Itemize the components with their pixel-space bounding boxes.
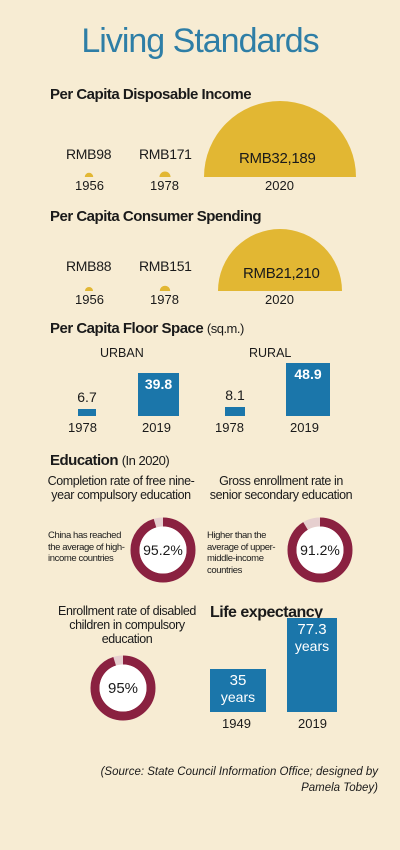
- completion-caption: Completion rate of free nine-year compul…: [47, 474, 195, 502]
- life-year-2019: 2019: [298, 716, 327, 731]
- income-year-1978: 1978: [150, 178, 179, 193]
- completion-note: China has reached the average of high-in…: [48, 530, 125, 564]
- spending-year-2020: 2020: [265, 292, 294, 307]
- floor-unit: (sq.m.): [206, 321, 244, 336]
- disabled-donut: 95%: [90, 655, 156, 721]
- gross-donut: 91.2%: [287, 517, 353, 583]
- donut-center-0: [139, 526, 187, 574]
- gross-note: Higher than the average of upper-middle-…: [207, 530, 276, 576]
- disabled-caption: Enrollment rate of disabled children in …: [58, 604, 196, 646]
- life-heading: Life expectancy: [210, 604, 323, 621]
- floor-value-rural-1978: 8.1: [225, 387, 245, 404]
- floor-rural-year-2019: 2019: [290, 420, 319, 435]
- spending-semicircle-1978: [159, 285, 171, 291]
- floor-rural-year-1978: 1978: [215, 420, 244, 435]
- spending-semicircle-1956: [85, 287, 93, 291]
- life-bar-1949: [210, 669, 266, 712]
- life-bar-2019: [287, 617, 337, 712]
- income-year-2020: 2020: [265, 178, 294, 193]
- donut-arc-2: [90, 655, 156, 721]
- floor-heading-text: Per Capita Floor Space: [50, 320, 204, 337]
- floor-bar-rural-1978: [225, 407, 245, 416]
- spending-heading: Per Capita Consumer Spending: [50, 208, 262, 225]
- spending-year-1978: 1978: [150, 292, 179, 307]
- gross-caption: Gross enrollment rate in senior secondar…: [209, 474, 353, 502]
- floor-bar-urban-1978: [78, 408, 96, 416]
- donut-center-1: [296, 526, 344, 574]
- floor-urban-year-1978: 1978: [68, 420, 97, 435]
- income-label-1956: RMB98: [66, 146, 112, 162]
- floor-bar-rural-2019: [286, 363, 330, 416]
- education-heading: Education (In 2020): [50, 452, 170, 469]
- education-note: (In 2020): [121, 453, 170, 468]
- income-year-1956: 1956: [75, 178, 104, 193]
- source-credit: (Source: State Council Information Offic…: [100, 766, 378, 794]
- floor-value-rural-2019: 48.9: [294, 366, 322, 383]
- page-title: Living Standards: [81, 22, 319, 60]
- floor-group-urban: URBAN: [100, 346, 144, 360]
- floor-value-urban-2019: 39.8: [144, 376, 173, 393]
- donut-value-1: 91.2%: [300, 542, 340, 558]
- donut-value-0: 95.2%: [143, 542, 183, 558]
- floor-heading: Per Capita Floor Space (sq.m.): [50, 320, 244, 337]
- life-value-1949: 35 years: [220, 672, 256, 706]
- spending-semicircle-2020: [218, 229, 342, 291]
- education-heading-text: Education: [50, 452, 119, 469]
- donut-value-2: 95%: [108, 680, 138, 697]
- spending-label-1956: RMB88: [66, 258, 112, 274]
- spending-year-1956: 1956: [75, 292, 104, 307]
- life-year-1949: 1949: [222, 716, 251, 731]
- floor-value-urban-1978: 6.7: [77, 388, 97, 405]
- completion-donut: 95.2%: [130, 517, 196, 583]
- spending-label-2020: RMB21,210: [243, 265, 320, 282]
- income-label-2020: RMB32,189: [239, 150, 316, 167]
- income-semicircle-2020: [204, 101, 356, 177]
- donut-center-2: [99, 664, 147, 712]
- income-heading: Per Capita Disposable Income: [50, 86, 252, 103]
- income-label-1978: RMB171: [139, 146, 192, 162]
- donut-arc-0: [130, 517, 196, 583]
- floor-group-rural: RURAL: [249, 346, 292, 360]
- spending-label-1978: RMB151: [139, 258, 192, 274]
- floor-bar-urban-2019: [138, 373, 179, 416]
- income-semicircle-1956: [84, 172, 94, 177]
- income-semicircle-1978: [159, 171, 171, 177]
- life-value-2019: 77.3 years: [294, 620, 330, 654]
- floor-urban-year-2019: 2019: [142, 420, 171, 435]
- donut-arc-1: [287, 517, 353, 583]
